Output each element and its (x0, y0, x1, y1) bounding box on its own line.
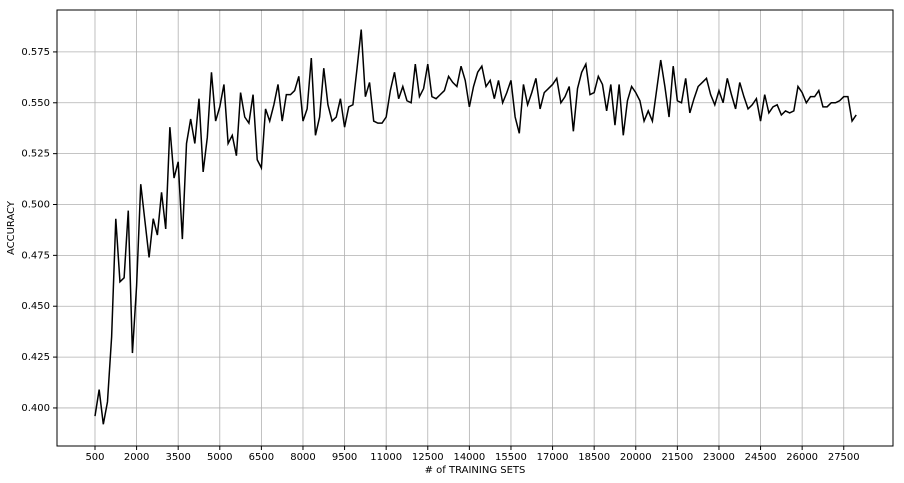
plot-frame (56, 9, 894, 447)
x-tick-label: 18500 (578, 452, 610, 463)
x-tick-label: 24500 (745, 452, 777, 463)
x-tick-label: 27500 (828, 452, 860, 463)
x-tick-label: 20000 (620, 452, 652, 463)
y-tick-label: 0.450 (21, 301, 50, 312)
y-tick-label: 0.500 (21, 200, 50, 211)
x-tick-label: 5000 (207, 452, 232, 463)
y-tick-label: 0.425 (21, 352, 50, 363)
x-tick-label: 11000 (370, 452, 402, 463)
x-tick-label: 21500 (661, 452, 693, 463)
y-tick-label: 0.575 (21, 47, 50, 58)
x-tick-label: 26000 (786, 452, 818, 463)
x-tick-label: 2000 (124, 452, 149, 463)
x-tick-label: 500 (85, 452, 104, 463)
y-axis-label: ACCURACY (6, 200, 17, 255)
x-tick-label: 14000 (453, 452, 485, 463)
y-tick-label: 0.525 (21, 149, 50, 160)
x-tick-label: 15500 (495, 452, 527, 463)
x-tick-label: 8000 (290, 452, 315, 463)
x-axis-label: # of TRAINING SETS (425, 465, 526, 476)
x-tick-label: 12500 (412, 452, 444, 463)
y-tick-label: 0.550 (21, 98, 50, 109)
line (94, 29, 857, 425)
x-tick-label: 23000 (703, 452, 735, 463)
y-tick-label: 0.400 (21, 403, 50, 414)
x-tick-label: 6500 (249, 452, 274, 463)
y-tick-label: 0.475 (21, 250, 50, 261)
x-tick-label: 9500 (332, 452, 357, 463)
x-tick-label: 3500 (165, 452, 190, 463)
x-tick-label: 17000 (537, 452, 569, 463)
